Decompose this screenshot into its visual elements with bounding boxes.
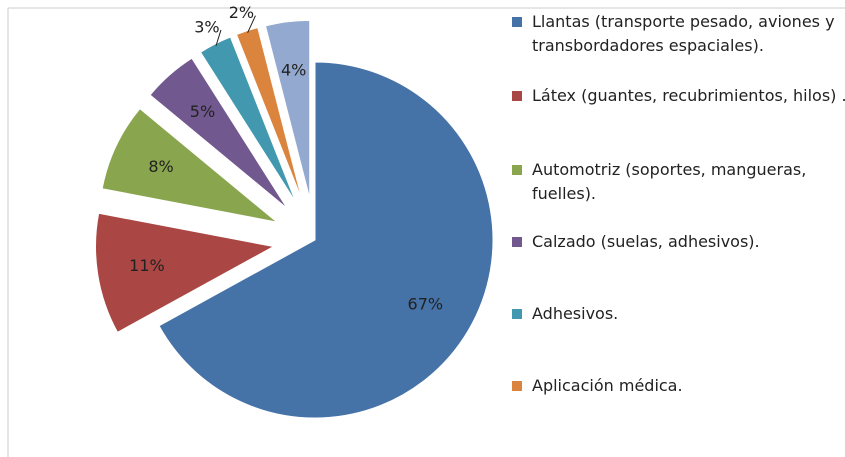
pie-slice xyxy=(235,27,303,201)
legend-swatch xyxy=(512,309,522,319)
legend-label: Calzado (suelas, adhesivos). xyxy=(532,232,760,251)
pie-slice xyxy=(199,36,297,203)
pie-slice xyxy=(101,107,278,223)
data-label: 67% xyxy=(408,295,444,314)
legend-swatch xyxy=(512,17,522,27)
leader-line xyxy=(247,15,256,33)
pie-slice xyxy=(149,57,288,209)
legend-entry: Calzado (suelas, adhesivos). xyxy=(512,230,845,254)
legend-entry: Adhesivos. xyxy=(512,302,845,326)
legend-label: Automotriz (soportes, mangueras, fuelles… xyxy=(532,160,807,203)
legend-label: Látex (guantes, recubrimientos, hilos) . xyxy=(532,86,845,105)
legend-entry: Automotriz (soportes, mangueras, fuelles… xyxy=(512,158,845,206)
legend-label: Adhesivos. xyxy=(532,304,619,323)
legend-swatch xyxy=(512,381,522,391)
legend-entry: Llantas (transporte pesado, aviones y tr… xyxy=(512,10,845,58)
legend-label: Aplicación médica. xyxy=(532,376,683,395)
pie-slice xyxy=(95,212,275,334)
legend-entry: Aplicación médica. xyxy=(512,374,845,398)
data-label: 8% xyxy=(148,157,173,176)
data-label: 11% xyxy=(129,256,165,275)
legend-entry: Látex (guantes, recubrimientos, hilos) . xyxy=(512,84,845,108)
data-label: 4% xyxy=(281,61,306,80)
pie-slice xyxy=(158,61,494,419)
legend-swatch xyxy=(512,237,522,247)
data-label: 2% xyxy=(229,3,254,22)
data-label: 3% xyxy=(194,17,219,36)
legend-label: Llantas (transporte pesado, aviones y tr… xyxy=(532,12,835,55)
pie-slice xyxy=(264,19,311,199)
data-label: 5% xyxy=(190,102,215,121)
leader-line xyxy=(215,29,222,46)
legend-swatch xyxy=(512,165,522,175)
legend-swatch xyxy=(512,91,522,101)
